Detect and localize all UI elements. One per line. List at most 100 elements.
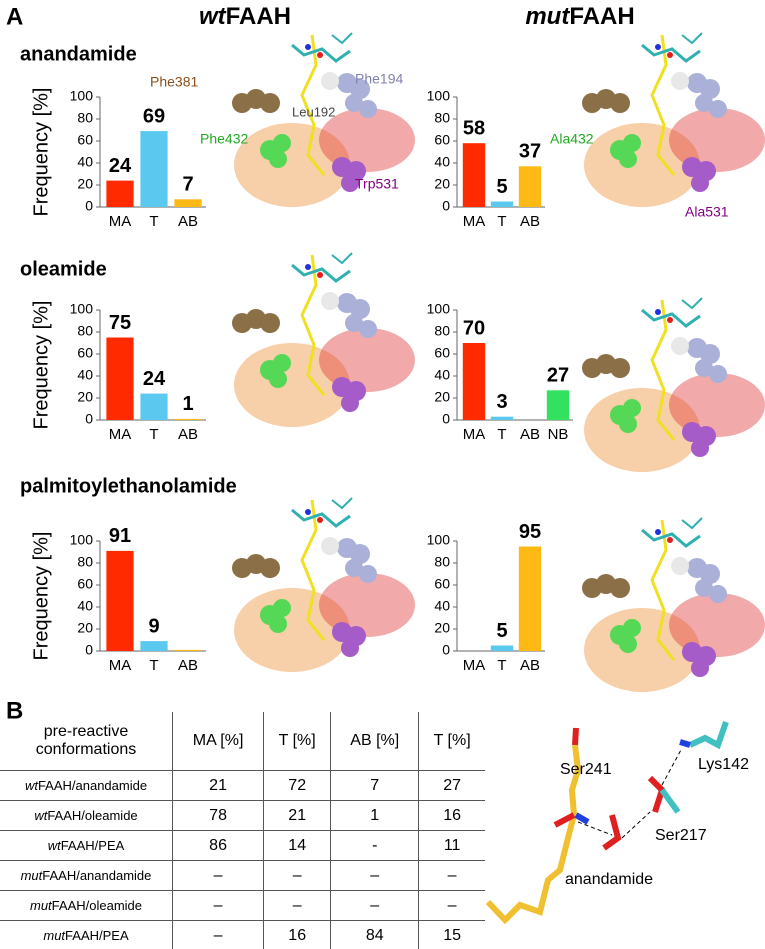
y-tick-label: 100 <box>427 532 451 548</box>
molecule-image <box>230 496 417 674</box>
y-tick-label: 20 <box>434 176 450 192</box>
y-tick-label: 0 <box>442 642 450 658</box>
y-tick-label: 100 <box>70 532 94 548</box>
row-label-prefix: wt <box>24 778 38 793</box>
x-tick-label: MA <box>463 426 486 443</box>
x-tick-label: MA <box>463 213 486 230</box>
molecule-image <box>580 31 765 209</box>
y-tick-label: 100 <box>427 301 451 317</box>
table-cell: 27 <box>418 770 485 801</box>
residue-label: Ala432 <box>550 131 594 147</box>
bar <box>462 143 486 207</box>
value-label: 5 <box>496 620 507 642</box>
bar <box>462 343 486 420</box>
value-label: 24 <box>109 155 132 177</box>
value-label: 3 <box>496 391 507 413</box>
row-label: mutFAAH/PEA <box>0 920 173 949</box>
x-tick-label: T <box>149 657 158 674</box>
row-label-prefix: mut <box>43 928 66 943</box>
table-row: mutFAAH/anandamide – – – – <box>0 860 485 891</box>
panel-label: A <box>6 3 23 30</box>
panel-b-structure <box>485 721 729 925</box>
row-title: oleamide <box>20 258 107 280</box>
x-tick-label: MA <box>109 213 132 230</box>
row-label-text: FAAH/oleamide <box>51 898 142 913</box>
table-cell: 7 <box>330 770 419 801</box>
table-cell: 86 <box>171 830 264 861</box>
x-tick-label: AB <box>520 426 540 443</box>
y-tick-label: 80 <box>434 323 450 339</box>
y-tick-label: 0 <box>85 198 93 214</box>
header-cell: T [%] <box>418 712 485 771</box>
table-cell: 72 <box>263 770 331 801</box>
y-tick-label: 60 <box>77 576 93 592</box>
bar <box>546 390 570 420</box>
header-cell: pre-reactive conformations <box>0 712 173 771</box>
y-tick-label: 60 <box>77 345 93 361</box>
table-cell: – <box>418 860 485 891</box>
residue-label: Leu192 <box>292 104 335 119</box>
table-cell: - <box>330 830 419 861</box>
bar <box>140 641 168 651</box>
y-tick-label: 80 <box>77 110 93 126</box>
bar <box>518 166 542 207</box>
y-tick-label: 80 <box>434 110 450 126</box>
y-tick-label: 60 <box>434 576 450 592</box>
y-tick-label: 60 <box>77 132 93 148</box>
value-label: 1 <box>182 393 193 415</box>
molecule-image <box>230 251 417 429</box>
y-tick-label: 20 <box>434 389 450 405</box>
y-tick-label: 100 <box>70 88 94 104</box>
table-cell: – <box>171 890 264 921</box>
x-tick-label: T <box>149 213 158 230</box>
table-cell: – <box>171 920 264 949</box>
bar <box>490 645 514 651</box>
row-label-text: FAAH/anandamide <box>37 778 148 793</box>
header-cell: AB [%] <box>330 712 419 771</box>
table-cell: 84 <box>330 920 419 949</box>
value-label: 7 <box>182 174 193 196</box>
y-tick-label: 40 <box>434 367 450 383</box>
table-cell: – <box>418 890 485 921</box>
residue-label: Trp531 <box>355 176 399 192</box>
bar <box>174 418 202 420</box>
structure-label: Ser217 <box>655 827 707 844</box>
y-axis-label: Frequency [%] <box>30 301 52 430</box>
x-tick-label: T <box>497 426 506 443</box>
bar <box>490 416 514 420</box>
molecule-image <box>580 516 765 694</box>
y-tick-label: 100 <box>427 88 451 104</box>
bar <box>518 546 542 651</box>
row-label-prefix: mut <box>20 868 43 883</box>
table-row: mutFAAH/oleamide – – – – <box>0 890 485 921</box>
y-tick-label: 0 <box>85 411 93 427</box>
row-title: palmitoylethanolamide <box>20 475 237 497</box>
y-tick-label: 0 <box>442 411 450 427</box>
bar <box>140 131 168 207</box>
row-label: wtFAAH/PEA <box>0 830 173 861</box>
y-tick-label: 0 <box>442 198 450 214</box>
table-cell: 21 <box>171 770 264 801</box>
y-tick-label: 60 <box>434 345 450 361</box>
value-label: 58 <box>463 117 485 139</box>
x-tick-label: AB <box>178 213 198 230</box>
row-label-prefix: wt <box>34 808 48 823</box>
y-tick-label: 40 <box>434 598 450 614</box>
table-cell: – <box>171 860 264 891</box>
table-cell: 78 <box>171 800 264 831</box>
header-cell: T [%] <box>263 712 331 771</box>
value-label: 9 <box>148 615 159 637</box>
x-tick-label: T <box>149 426 158 443</box>
table-cell: 16 <box>263 920 331 949</box>
x-tick-label: T <box>497 657 506 674</box>
table-row: mutFAAH/PEA –16 84 15 <box>0 920 485 949</box>
row-label-text: FAAH/anandamide <box>42 868 152 883</box>
table-row: wtFAAH/oleamide 78 21 1 16 <box>0 800 485 831</box>
y-tick-label: 20 <box>77 176 93 192</box>
bar <box>174 649 202 651</box>
structure-label: Lys142 <box>698 756 749 773</box>
table-cell: 16 <box>418 800 485 831</box>
row-label-prefix: wt <box>47 838 61 853</box>
bar <box>106 550 134 651</box>
